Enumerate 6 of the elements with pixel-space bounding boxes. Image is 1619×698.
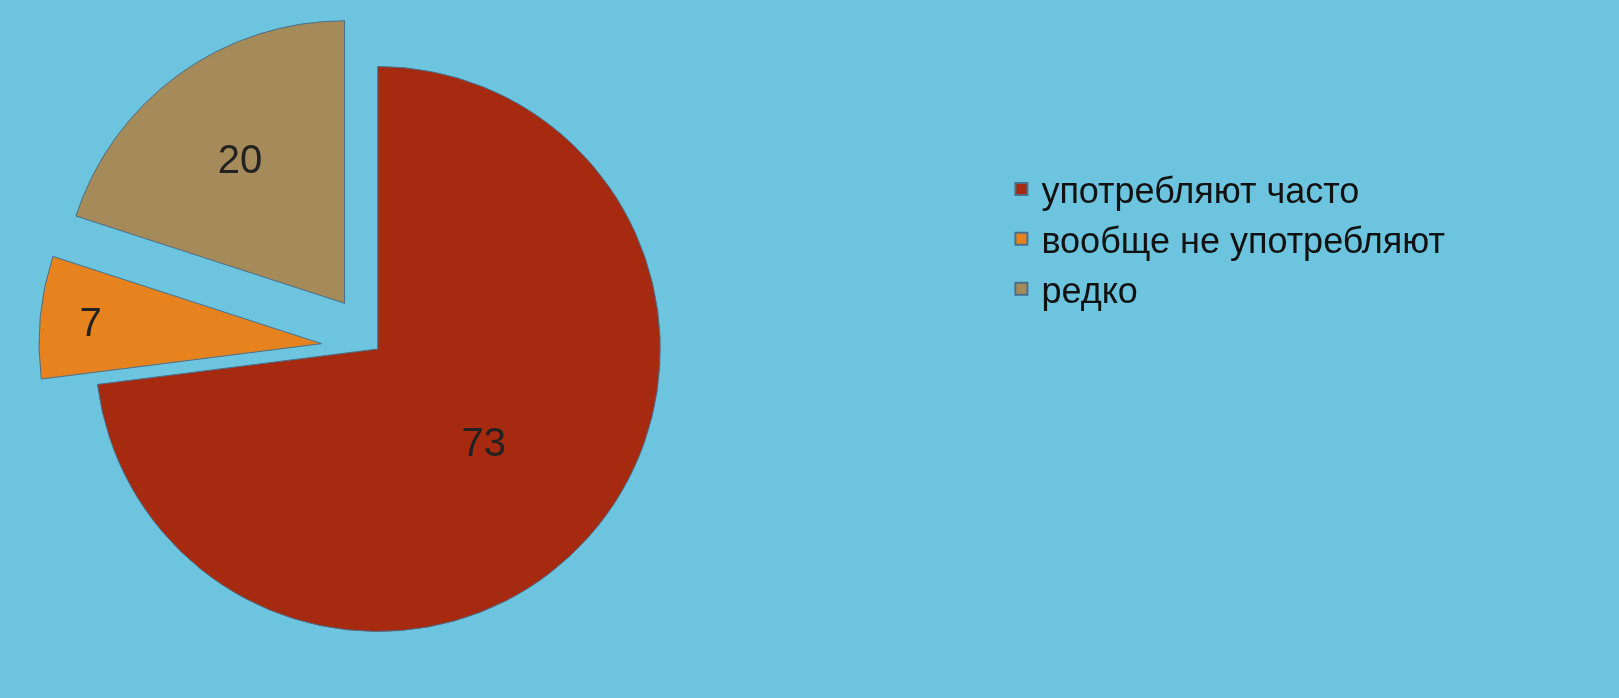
legend-label: редко <box>1041 269 1138 311</box>
data-label: 7 <box>79 299 102 344</box>
data-label: 73 <box>461 420 506 465</box>
legend-label: употребляют часто <box>1041 170 1360 212</box>
data-label: 20 <box>217 137 263 182</box>
legend-label: вообще не употребляют <box>1041 219 1445 261</box>
